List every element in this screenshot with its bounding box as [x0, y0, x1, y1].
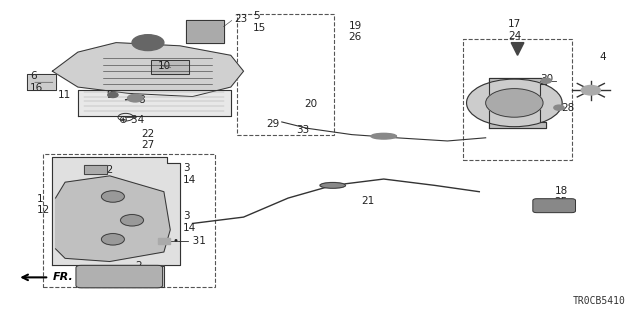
- FancyBboxPatch shape: [76, 265, 163, 288]
- Text: 19
26: 19 26: [349, 21, 362, 42]
- Text: 23: 23: [234, 14, 247, 24]
- Text: 17
24: 17 24: [508, 19, 521, 41]
- Text: 7: 7: [154, 38, 161, 48]
- Polygon shape: [489, 77, 546, 128]
- Text: TR0CB5410: TR0CB5410: [573, 296, 626, 306]
- Text: 32: 32: [100, 164, 113, 174]
- Polygon shape: [27, 74, 56, 90]
- Bar: [463, 39, 572, 160]
- Polygon shape: [52, 43, 244, 97]
- Circle shape: [541, 78, 551, 83]
- Text: FR.: FR.: [52, 272, 73, 282]
- Bar: [84, 165, 106, 174]
- Text: 22
27: 22 27: [141, 129, 155, 150]
- Circle shape: [132, 35, 164, 51]
- Text: 8: 8: [138, 95, 145, 105]
- Polygon shape: [157, 238, 170, 244]
- Ellipse shape: [371, 133, 396, 139]
- Text: •— 31: •— 31: [173, 236, 206, 246]
- Text: 6
16: 6 16: [30, 71, 44, 93]
- Text: 28: 28: [561, 103, 574, 113]
- Bar: [237, 14, 334, 135]
- Circle shape: [120, 215, 143, 226]
- Text: 3
14: 3 14: [183, 164, 196, 185]
- Ellipse shape: [320, 182, 346, 188]
- FancyBboxPatch shape: [533, 199, 575, 213]
- Polygon shape: [78, 90, 231, 116]
- Circle shape: [101, 191, 124, 202]
- Circle shape: [467, 79, 562, 127]
- Circle shape: [101, 234, 124, 245]
- Bar: [151, 60, 189, 74]
- Text: 21: 21: [362, 196, 374, 206]
- Text: 29: 29: [266, 118, 279, 129]
- Polygon shape: [511, 43, 524, 55]
- Circle shape: [486, 89, 543, 117]
- Circle shape: [581, 85, 600, 95]
- Text: 3
14: 3 14: [183, 211, 196, 233]
- Text: 33: 33: [296, 125, 309, 135]
- Text: 10: 10: [157, 61, 171, 71]
- Circle shape: [554, 105, 564, 110]
- Text: 18
25: 18 25: [554, 186, 568, 207]
- Bar: [151, 60, 189, 74]
- Bar: [84, 165, 106, 174]
- Text: ⊕ 34: ⊕ 34: [119, 115, 145, 125]
- Text: 9: 9: [106, 90, 113, 100]
- Text: 20: 20: [304, 100, 317, 109]
- Circle shape: [108, 92, 118, 98]
- Polygon shape: [186, 20, 225, 43]
- Polygon shape: [52, 157, 180, 265]
- Text: 2
13: 2 13: [135, 261, 148, 283]
- Circle shape: [127, 94, 143, 102]
- Bar: [43, 154, 215, 287]
- Text: 5
15: 5 15: [253, 11, 266, 33]
- Text: 30: 30: [540, 74, 553, 84]
- Text: 1
12: 1 12: [36, 194, 50, 215]
- Text: 4: 4: [599, 52, 605, 62]
- Polygon shape: [78, 266, 164, 287]
- Polygon shape: [56, 176, 170, 261]
- Text: 11: 11: [58, 90, 70, 100]
